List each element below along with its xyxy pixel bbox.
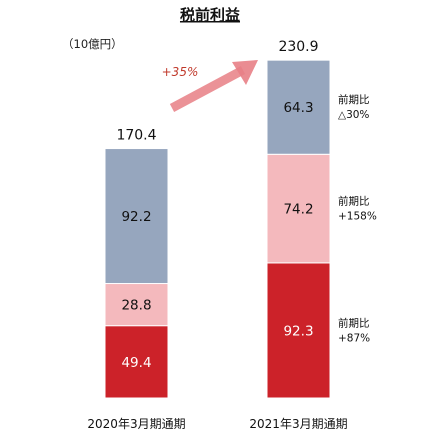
data-label: 64.3	[283, 100, 313, 116]
comparison-value: △30%	[338, 109, 369, 121]
plot-area: 49.4 28.8 92.2 170.4 2020年3月期通期 92.3 前期比 +87% 74…	[87, 39, 376, 431]
total-label: 230.9	[278, 39, 318, 55]
total-label: 170.4	[116, 128, 156, 144]
unit-label: （10億円）	[62, 37, 123, 51]
comparison-label: 前期比	[338, 93, 370, 106]
bar-segment	[104, 148, 169, 285]
category-label: 2021年3月期通期	[249, 417, 347, 431]
data-label: 28.8	[121, 298, 151, 314]
comparison-label: 前期比	[338, 316, 370, 329]
bar-segment	[266, 153, 331, 264]
category-label: 2020年3月期通期	[87, 417, 185, 431]
data-label: 74.2	[283, 202, 313, 218]
data-label: 92.2	[121, 209, 151, 225]
bar-segment	[104, 325, 169, 399]
bar-segment	[266, 262, 331, 399]
data-label: 49.4	[121, 355, 151, 371]
comparison-value: +158%	[338, 211, 377, 223]
growth-label: +35%	[162, 65, 199, 79]
growth-arrowhead	[232, 60, 258, 85]
bar-segment	[266, 59, 331, 155]
data-label: 92.3	[283, 323, 313, 339]
chart-title: 税前利益	[180, 6, 240, 24]
bar-segment	[104, 283, 169, 327]
comparison-label: 前期比	[338, 195, 370, 208]
comparison-value: +87%	[338, 332, 370, 344]
growth-arrow	[169, 66, 246, 112]
